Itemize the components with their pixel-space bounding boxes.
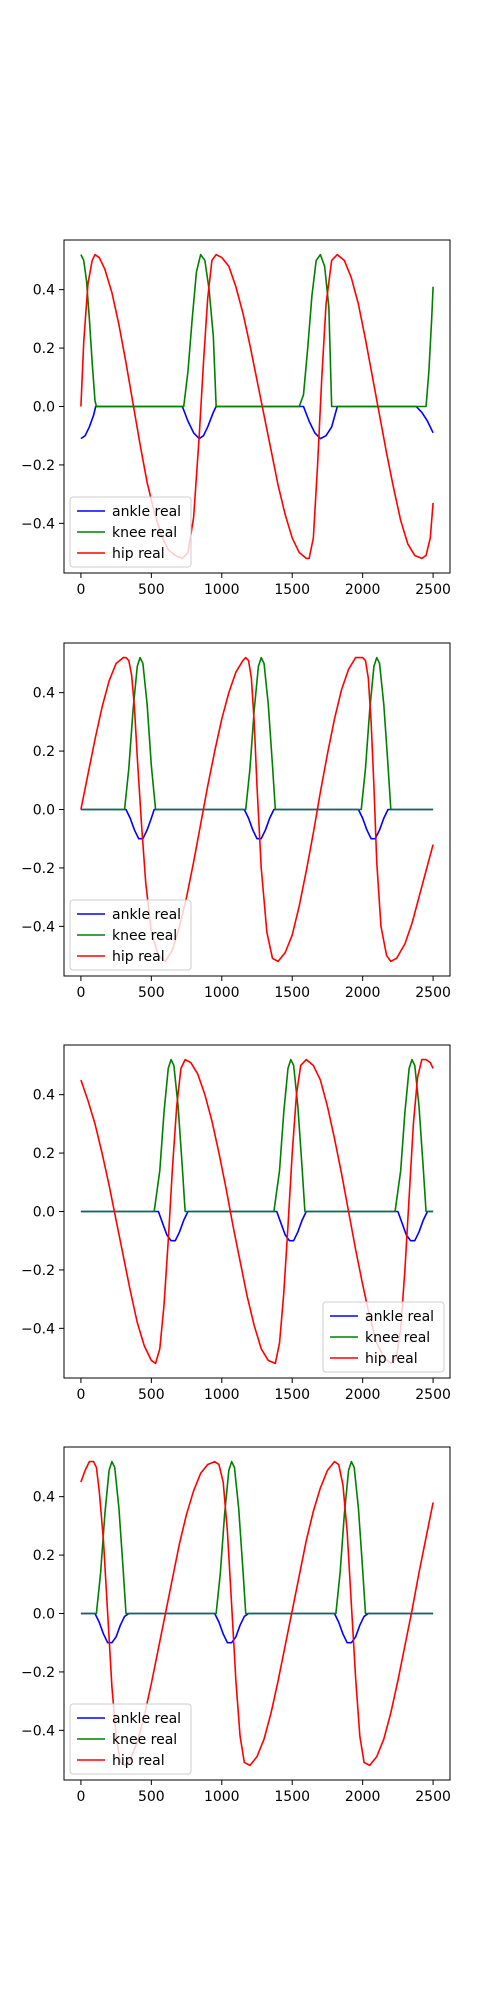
x-tick-label: 1000 — [204, 1387, 240, 1403]
legend-label: ankle real — [365, 1309, 434, 1325]
x-tick-label: 1000 — [204, 582, 240, 598]
legend: ankle real knee real hip real — [69, 899, 192, 971]
y-tick-label: −0.4 — [21, 516, 55, 532]
legend-box — [69, 1703, 192, 1775]
legend-box — [322, 1301, 445, 1373]
y-tick-label: −0.2 — [21, 1665, 55, 1681]
y-tick-label: 0.2 — [33, 1146, 55, 1162]
series-line-knee-real — [80, 1058, 434, 1213]
y-tick-label: −0.4 — [21, 919, 55, 935]
x-tick-label: 2500 — [415, 1789, 451, 1805]
x-tick-label: 2500 — [415, 582, 451, 598]
y-tick-label: −0.4 — [21, 1723, 55, 1739]
x-tick-label: 1000 — [204, 985, 240, 1001]
legend-label: hip real — [365, 1351, 418, 1367]
legend-label: hip real — [112, 546, 165, 562]
legend-label: knee real — [112, 1732, 177, 1748]
x-tick-label: 2000 — [345, 985, 381, 1001]
x-tick-label: 0 — [76, 1387, 85, 1403]
legend-label: knee real — [112, 525, 177, 541]
x-tick-label: 2000 — [345, 1387, 381, 1403]
subplot-1: 0 500 1000 1500 2000 2500 −0.4 −0.2 0.0 0.2 0.4 ank… — [21, 239, 451, 598]
series-line-knee-real — [80, 253, 434, 408]
x-tick-label: 0 — [76, 582, 85, 598]
legend-box — [69, 899, 192, 971]
x-tick-label: 2000 — [345, 582, 381, 598]
legend-box — [69, 496, 192, 568]
y-tick-label: 0.4 — [33, 1088, 55, 1104]
series-line-ankle-real — [80, 1210, 434, 1242]
y-tick-label: 0.0 — [33, 803, 55, 819]
x-tick-label: 2500 — [415, 985, 451, 1001]
x-tick-label: 1000 — [204, 1789, 240, 1805]
legend-label: knee real — [112, 928, 177, 944]
x-tick-label: 1500 — [274, 1789, 310, 1805]
x-tick-label: 1500 — [274, 1387, 310, 1403]
series-line-ankle-real — [80, 1612, 434, 1644]
legend: ankle real knee real hip real — [69, 1703, 192, 1775]
y-tick-label: 0.0 — [33, 1607, 55, 1623]
y-tick-label: 0.2 — [33, 1548, 55, 1564]
y-tick-label: 0.4 — [33, 686, 55, 702]
x-tick-label: 500 — [138, 582, 165, 598]
legend-label: knee real — [365, 1330, 430, 1346]
legend-label: ankle real — [112, 1711, 181, 1727]
x-tick-label: 0 — [76, 985, 85, 1001]
x-tick-label: 500 — [138, 985, 165, 1001]
y-tick-label: −0.2 — [21, 458, 55, 474]
series-line-hip-real — [80, 656, 434, 963]
x-tick-label: 500 — [138, 1789, 165, 1805]
legend-label: ankle real — [112, 907, 181, 923]
y-tick-label: 0.2 — [33, 341, 55, 357]
subplot-2: 0 500 1000 1500 2000 2500 −0.4 −0.2 0.0 0.2 0.4 ank… — [21, 642, 451, 1001]
x-tick-label: 0 — [76, 1789, 85, 1805]
legend-label: hip real — [112, 949, 165, 965]
y-tick-label: 0.0 — [33, 400, 55, 416]
y-tick-label: 0.4 — [33, 283, 55, 299]
y-tick-label: −0.2 — [21, 1263, 55, 1279]
y-tick-label: −0.2 — [21, 861, 55, 877]
series-line-knee-real — [80, 1460, 434, 1615]
x-tick-label: 1500 — [274, 985, 310, 1001]
series-line-ankle-real — [80, 808, 434, 840]
y-tick-label: 0.4 — [33, 1490, 55, 1506]
series-line-hip-real — [80, 253, 434, 560]
legend: ankle real knee real hip real — [322, 1301, 445, 1373]
series-line-knee-real — [80, 656, 434, 811]
x-tick-label: 500 — [138, 1387, 165, 1403]
subplot-3: 0 500 1000 1500 2000 2500 −0.4 −0.2 0.0 0.2 0.4 ank… — [21, 1044, 451, 1403]
y-tick-label: −0.4 — [21, 1321, 55, 1337]
legend-label: hip real — [112, 1753, 165, 1769]
legend: ankle real knee real hip real — [69, 496, 192, 568]
x-tick-label: 1500 — [274, 582, 310, 598]
y-tick-label: 0.2 — [33, 744, 55, 760]
legend-label: ankle real — [112, 504, 181, 520]
subplot-4: 0 500 1000 1500 2000 2500 −0.4 −0.2 0.0 0.2 0.4 ank… — [21, 1446, 451, 1805]
y-tick-label: 0.0 — [33, 1205, 55, 1221]
x-tick-label: 2500 — [415, 1387, 451, 1403]
x-tick-label: 2000 — [345, 1789, 381, 1805]
